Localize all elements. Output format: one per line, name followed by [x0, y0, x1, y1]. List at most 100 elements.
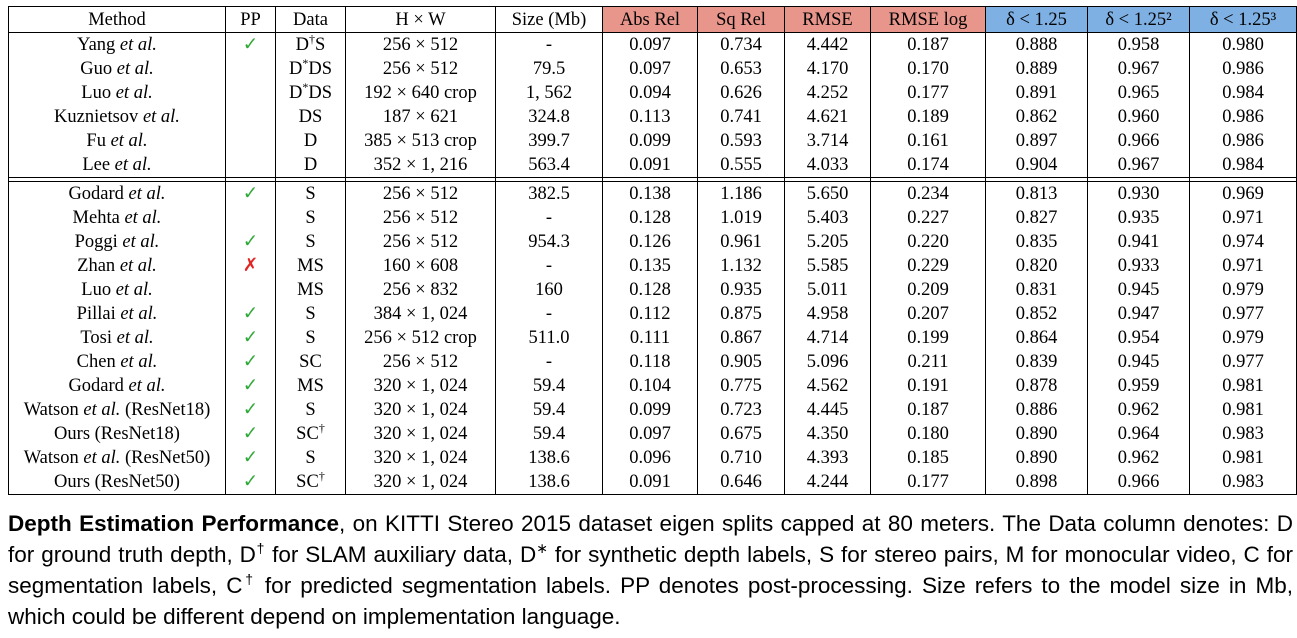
resolution-cell: 352 × 1, 216 — [345, 153, 496, 178]
delta-1-cell: 0.886 — [985, 398, 1088, 422]
delta-3-cell: 0.986 — [1189, 129, 1297, 153]
pp-cell — [225, 153, 276, 178]
size-cell: 79.5 — [495, 57, 603, 81]
sq-rel-cell: 0.905 — [697, 350, 785, 374]
abs-rel-cell: 0.097 — [602, 422, 698, 446]
size-cell: 59.4 — [495, 422, 603, 446]
method-cell: Watson et al. (ResNet18) — [8, 398, 226, 422]
delta-1-cell: 0.862 — [985, 105, 1088, 129]
rmse-log-cell: 0.187 — [870, 398, 986, 422]
checkmark-icon: ✓ — [242, 304, 259, 324]
method-cell: Pillai et al. — [8, 302, 226, 326]
abs-rel-cell: 0.128 — [602, 278, 698, 302]
delta-1-cell: 0.890 — [985, 422, 1088, 446]
delta-2-cell: 0.966 — [1087, 129, 1190, 153]
table-caption: Depth Estimation Performance, on KITTI S… — [8, 508, 1293, 632]
delta-1-cell: 0.878 — [985, 374, 1088, 398]
delta-1-cell: 0.820 — [985, 254, 1088, 278]
et-al: et al. — [142, 107, 180, 127]
sq-rel-cell: 0.935 — [697, 278, 785, 302]
delta-1-cell: 0.904 — [985, 153, 1088, 178]
method-cell: Fu et al. — [8, 129, 226, 153]
data-cell: MS — [275, 278, 346, 302]
resolution-cell: 256 × 512 — [345, 181, 496, 206]
sq-rel-cell: 1.019 — [697, 206, 785, 230]
abs-rel-cell: 0.126 — [602, 230, 698, 254]
resolution-cell: 385 × 513 crop — [345, 129, 496, 153]
et-al: et al. — [119, 35, 157, 55]
rmse-cell: 4.714 — [784, 326, 871, 350]
et-al: et al. — [114, 155, 152, 175]
delta-3-cell: 0.971 — [1189, 254, 1297, 278]
data-label: S — [305, 208, 316, 228]
pp-cell — [225, 57, 276, 81]
et-al: et al. — [120, 304, 158, 324]
table-row: Zhan et al. ✗ MS 160 × 608-0.135 1.132 5.585 0… — [8, 254, 1297, 278]
delta-2-cell: 0.958 — [1087, 32, 1190, 57]
method-cell: Luo et al. — [8, 278, 226, 302]
pp-cell: ✓ — [225, 470, 276, 495]
header-method: Method — [8, 6, 226, 33]
sq-rel-cell: 0.626 — [697, 81, 785, 105]
data-label: S — [305, 448, 316, 468]
data-cell: D*DS — [275, 57, 346, 81]
rmse-log-cell: 0.174 — [870, 153, 986, 178]
delta-2-cell: 0.945 — [1087, 350, 1190, 374]
rmse-cell: 4.958 — [784, 302, 871, 326]
delta-1-cell: 0.898 — [985, 470, 1088, 495]
delta-3-cell: 0.981 — [1189, 446, 1297, 470]
rmse-cell: 4.393 — [784, 446, 871, 470]
header-delta-2: δ < 1.25² — [1087, 6, 1190, 33]
header-delta-3: δ < 1.25³ — [1189, 6, 1297, 33]
data-label: SC — [296, 472, 319, 492]
method-name: Pillai — [76, 304, 116, 324]
table-row: Watson et al. (ResNet18) ✓ S 320 × 1, 024 59… — [8, 398, 1297, 422]
header-row: Method PP Data H × W Size (Mb) Abs Rel S… — [8, 6, 1297, 33]
header-hw: H × W — [345, 6, 496, 33]
caption-text-1: , on KITTI Stereo 2015 dataset eigen spl… — [8, 511, 1293, 567]
data-cell: D — [275, 153, 346, 178]
data-cell: S — [275, 302, 346, 326]
table-row: Luo et al. D*DS 192 × 640 crop 1, 562 0.094 0… — [8, 81, 1297, 105]
header-pp: PP — [225, 6, 276, 33]
rmse-cell: 5.096 — [784, 350, 871, 374]
data-label: MS — [297, 376, 324, 396]
rmse-cell: 4.350 — [784, 422, 871, 446]
data-cell: SC† — [275, 470, 346, 495]
data-label: S — [305, 328, 316, 348]
method-cell: Chen et al. — [8, 350, 226, 374]
size-cell: 138.6 — [495, 446, 603, 470]
et-al: et al. — [128, 376, 166, 396]
size-cell: 59.4 — [495, 398, 603, 422]
data-sup: † — [318, 421, 325, 435]
method-name: Ours (ResNet18) — [54, 424, 180, 444]
delta-2-cell: 0.966 — [1087, 470, 1190, 495]
abs-rel-cell: 0.118 — [602, 350, 698, 374]
cross-icon: ✗ — [242, 256, 259, 276]
data-cell: D†S — [275, 32, 346, 57]
rmse-cell: 4.033 — [784, 153, 871, 178]
table-row: Ours (ResNet50) ✓ SC† 320 × 1, 024 138.6 0.09… — [8, 470, 1297, 495]
size-cell: 1, 562 — [495, 81, 603, 105]
rmse-log-cell: 0.207 — [870, 302, 986, 326]
et-al: et al. — [124, 208, 162, 228]
sq-rel-cell: 0.646 — [697, 470, 785, 495]
pp-cell: ✓ — [225, 374, 276, 398]
rmse-log-cell: 0.191 — [870, 374, 986, 398]
size-cell: 160 — [495, 278, 603, 302]
size-cell: 511.0 — [495, 326, 603, 350]
delta-3-cell: 0.969 — [1189, 181, 1297, 206]
size-cell: 382.5 — [495, 181, 603, 206]
size-cell: 59.4 — [495, 374, 603, 398]
delta-2-cell: 0.935 — [1087, 206, 1190, 230]
sq-rel-cell: 0.675 — [697, 422, 785, 446]
data-label: MS — [297, 280, 324, 300]
sq-rel-cell: 0.653 — [697, 57, 785, 81]
pp-cell — [225, 206, 276, 230]
rmse-log-cell: 0.189 — [870, 105, 986, 129]
data-cell: MS — [275, 254, 346, 278]
method-name: Lee — [82, 155, 111, 175]
table-row: Chen et al. ✓ SC 256 × 512-0.118 0.905 5.096 0… — [8, 350, 1297, 374]
resolution-cell: 256 × 512 — [345, 32, 496, 57]
delta-1-cell: 0.835 — [985, 230, 1088, 254]
